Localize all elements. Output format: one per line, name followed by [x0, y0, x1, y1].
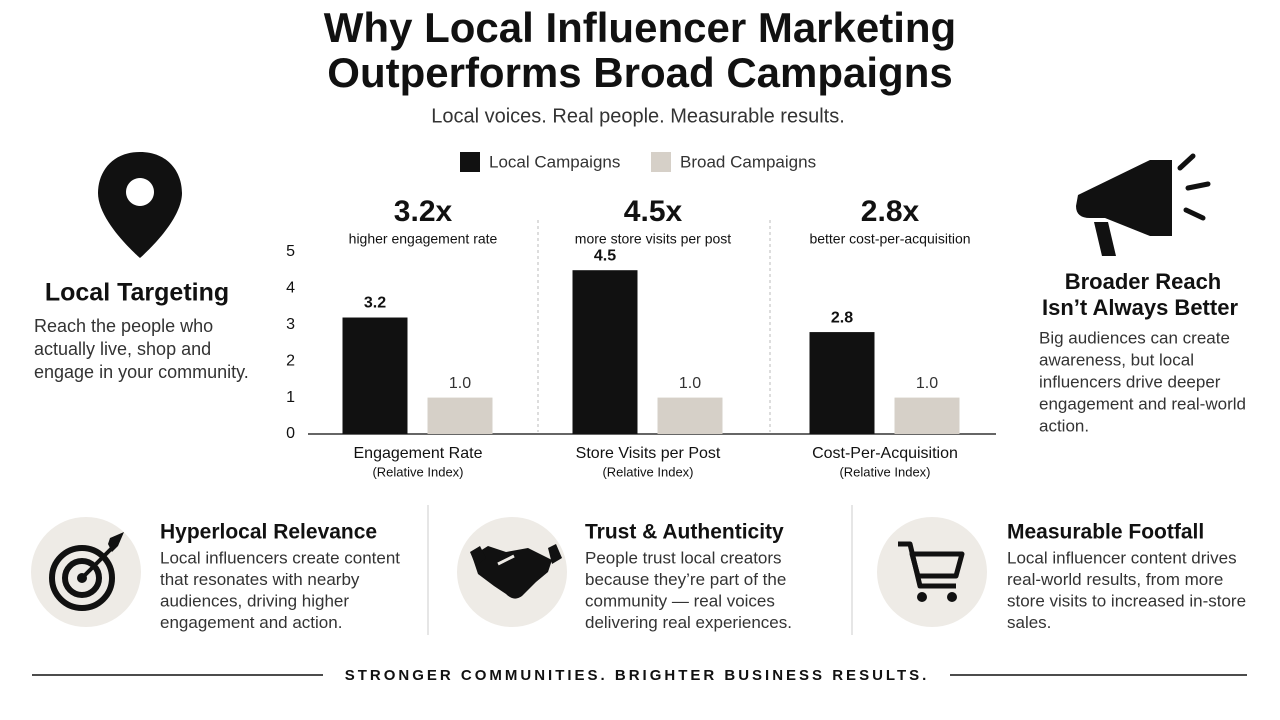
- panel-title: Broader Reach: [1065, 269, 1222, 294]
- panel-text: influencers drive deeper: [1039, 372, 1221, 391]
- panel-text: Reach the people who: [34, 316, 213, 336]
- value-label: 3.2: [364, 295, 386, 312]
- panel-text: Big audiences can create: [1039, 328, 1230, 347]
- feature-text: People trust local creators: [585, 548, 782, 567]
- feature-title: Measurable Footfall: [1007, 521, 1204, 544]
- value-label: 2.8: [831, 309, 853, 326]
- panel-text: engagement and real-world: [1039, 394, 1246, 413]
- y-tick-label: 2: [286, 352, 295, 369]
- panel-title: Isn’t Always Better: [1042, 295, 1238, 320]
- highlight: 3.2x: [394, 195, 453, 228]
- title: Why Local Influencer Marketing: [324, 4, 956, 51]
- legend-label: Broad Campaigns: [680, 152, 816, 171]
- handshake-icon: [457, 517, 567, 627]
- x-tick-note: (Relative Index): [602, 464, 693, 479]
- highlight: 2.8x: [861, 195, 920, 228]
- bar: [809, 332, 875, 434]
- y-tick-label: 1: [286, 389, 295, 406]
- highlight-note: higher engagement rate: [349, 231, 498, 247]
- panel-text: actually live, shop and: [34, 339, 211, 359]
- bar: [427, 397, 493, 434]
- panel-title: Local Targeting: [45, 279, 229, 307]
- value-label: 1.0: [449, 375, 471, 392]
- value-label: 1.0: [679, 375, 701, 392]
- y-tick-label: 4: [286, 280, 295, 297]
- feature-text: that resonates with nearby: [160, 570, 360, 589]
- panel-text: engage in your community.: [34, 362, 249, 382]
- feature-text: Local influencers create content: [160, 548, 400, 567]
- panel-text: action.: [1039, 416, 1089, 435]
- title: Outperforms Broad Campaigns: [327, 49, 952, 96]
- legend-label: Local Campaigns: [489, 152, 620, 171]
- legend-swatch: [460, 152, 480, 172]
- highlight: 4.5x: [624, 195, 683, 228]
- feature-text: because they’re part of the: [585, 570, 786, 589]
- x-tick-label: Cost-Per-Acquisition: [812, 445, 958, 462]
- footer: STRONGER COMMUNITIES. BRIGHTER BUSINESS …: [345, 667, 930, 684]
- legend-swatch: [651, 152, 671, 172]
- feature-text: engagement and action.: [160, 613, 342, 632]
- feature-text: audiences, driving higher: [160, 591, 349, 610]
- feature-title: Trust & Authenticity: [585, 521, 784, 544]
- bar: [657, 397, 723, 434]
- feature-text: store visits to increased in-store: [1007, 591, 1246, 610]
- y-tick-label: 3: [286, 316, 295, 333]
- bar: [894, 397, 960, 434]
- x-tick-note: (Relative Index): [839, 464, 930, 479]
- x-tick-note: (Relative Index): [372, 464, 463, 479]
- cart-icon: [877, 517, 987, 627]
- feature-text: Local influencer content drives: [1007, 548, 1237, 567]
- value-label: 1.0: [916, 375, 938, 392]
- feature-text: community — real voices: [585, 591, 775, 610]
- subtitle: Local voices. Real people. Measurable re…: [431, 105, 845, 127]
- feature-text: delivering real experiences.: [585, 613, 792, 632]
- bar: [342, 317, 408, 434]
- feature-title: Hyperlocal Relevance: [160, 521, 377, 544]
- bar: [572, 270, 638, 434]
- megaphone-icon: [1076, 153, 1211, 256]
- y-tick-label: 0: [286, 425, 295, 442]
- x-tick-label: Engagement Rate: [354, 445, 483, 462]
- x-tick-label: Store Visits per Post: [576, 445, 721, 462]
- feature-text: real-world results, from more: [1007, 570, 1223, 589]
- feature-text: sales.: [1007, 613, 1051, 632]
- highlight-note: better cost-per-acquisition: [809, 231, 970, 247]
- highlight-note: more store visits per post: [575, 231, 731, 247]
- panel-text: awareness, but local: [1039, 350, 1194, 369]
- pin-icon: [98, 152, 182, 258]
- value-label: 4.5: [594, 247, 616, 264]
- target-icon: [31, 517, 141, 627]
- y-tick-label: 5: [286, 243, 295, 260]
